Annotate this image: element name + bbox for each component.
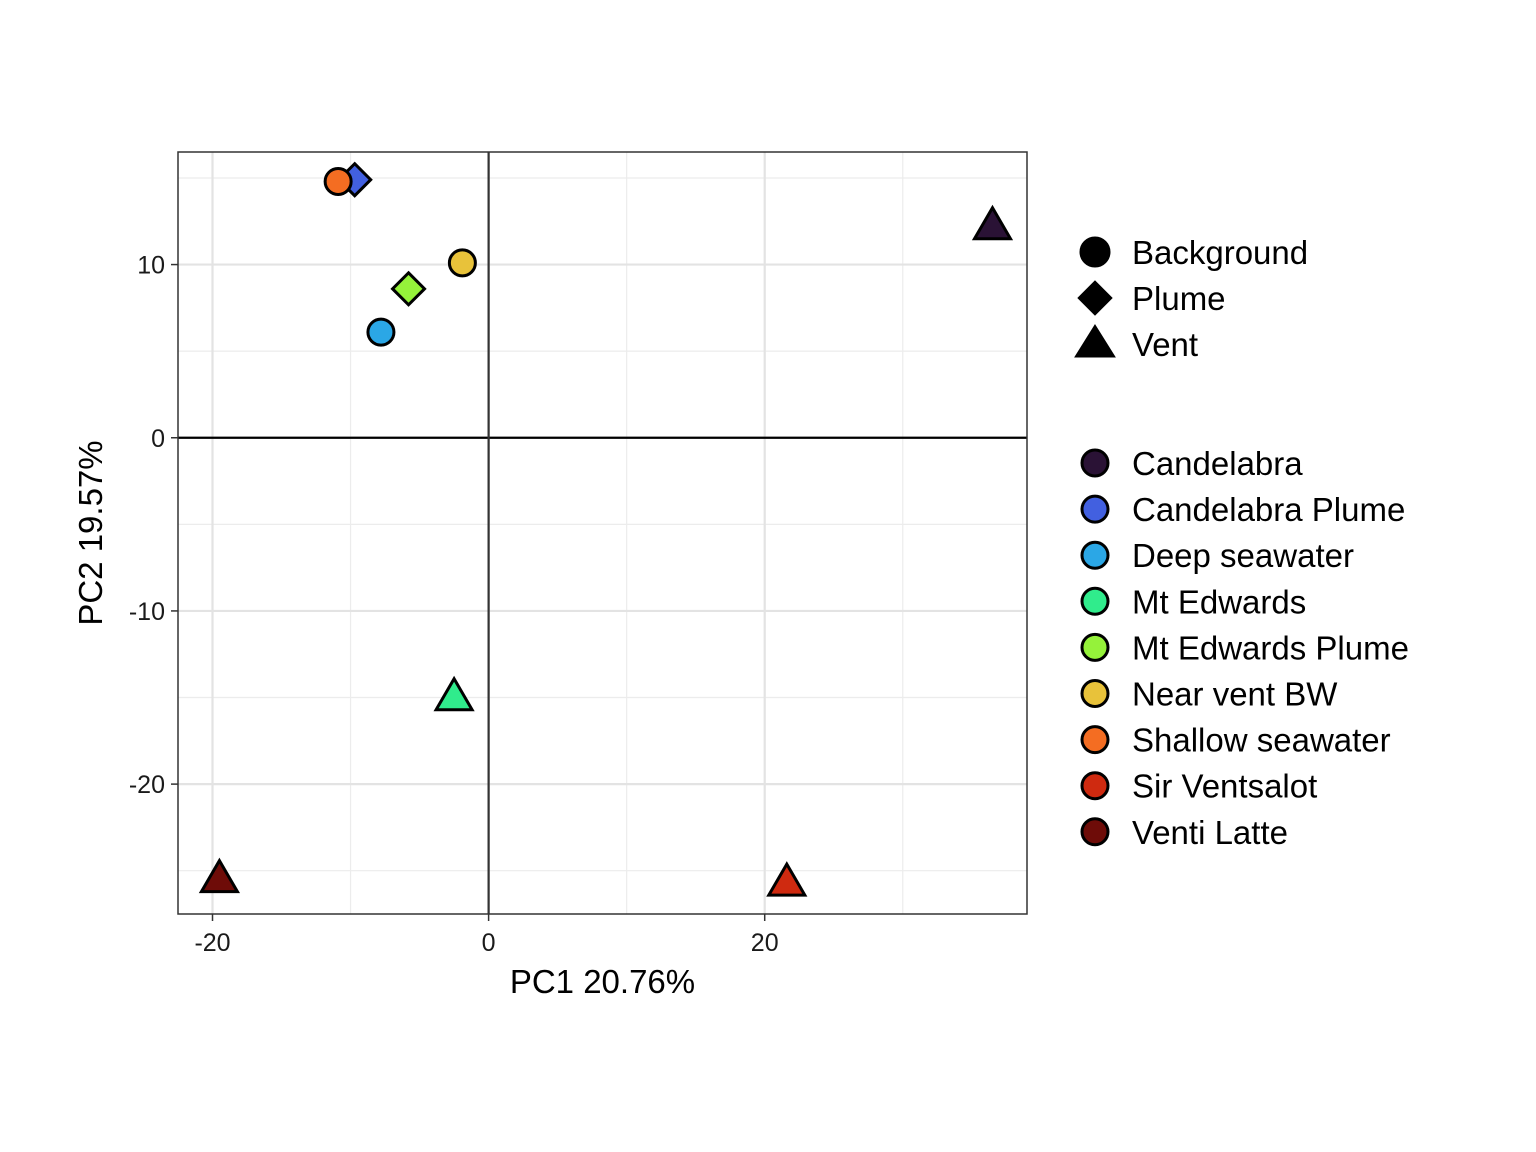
legend-label-background: Background	[1132, 234, 1308, 271]
point-venti-latte	[198, 857, 241, 894]
y-tick-label: 0	[151, 425, 165, 453]
legend-key-shallow-seawater	[1080, 725, 1110, 755]
data-points	[198, 161, 1014, 897]
x-tick-label: 20	[751, 929, 779, 957]
point-sir-ventsalot	[766, 861, 808, 897]
legend-label-shallow-seawater: Shallow seawater	[1132, 722, 1391, 759]
point-candelabra	[971, 204, 1014, 241]
plot-panel-border	[177, 151, 1028, 915]
x-tick-label: 0	[482, 929, 496, 957]
legend-label-venti-latte: Venti Latte	[1132, 814, 1288, 851]
point-mt-edwards-plume	[390, 270, 427, 307]
legend-label-near-vent-bw: Near vent BW	[1132, 676, 1338, 713]
y-tick-label: -20	[129, 771, 165, 799]
legend-label-plume: Plume	[1132, 280, 1226, 317]
legend-label-candelabra: Candelabra	[1132, 445, 1303, 482]
legend-label-vent: Vent	[1132, 326, 1198, 363]
y-tick-label: 10	[137, 252, 165, 280]
legend-key-vent	[1074, 324, 1116, 358]
x-axis-title: PC1 20.76%	[510, 963, 695, 1000]
legend-key-mt-edwards-plume	[1080, 632, 1110, 662]
point-deep-seawater	[366, 317, 396, 347]
major-gridlines	[178, 152, 1027, 914]
color-legend: Candelabra Candelabra Plume Deep seawater M…	[1080, 445, 1409, 851]
legend-label-candelabra-plume: Candelabra Plume	[1132, 491, 1405, 528]
point-shallow-seawater	[323, 166, 353, 196]
y-tick-label: -10	[129, 598, 165, 626]
y-axis-title: PC2 19.57%	[72, 440, 109, 625]
x-tick-label: -20	[194, 929, 230, 957]
legend-key-background	[1079, 236, 1111, 268]
point-near-vent-bw	[447, 248, 477, 278]
legend-key-deep-seawater	[1080, 540, 1110, 570]
legend-key-sir-ventsalot	[1080, 771, 1110, 801]
legend-key-candelabra-plume	[1080, 494, 1110, 524]
legend-label-deep-seawater: Deep seawater	[1132, 537, 1354, 574]
zero-reference-lines	[178, 152, 1027, 914]
legend-label-sir-ventsalot: Sir Ventsalot	[1132, 768, 1317, 805]
legend-key-plume	[1077, 280, 1113, 316]
legend-label-mt-edwards-plume: Mt Edwards Plume	[1132, 629, 1409, 666]
legend-key-venti-latte	[1080, 817, 1110, 847]
point-mt-edwards	[433, 675, 475, 712]
minor-gridlines	[178, 152, 1027, 914]
legend-label-mt-edwards: Mt Edwards	[1132, 583, 1306, 620]
shape-legend: Background Plume Vent	[1074, 234, 1308, 363]
legend-key-mt-edwards	[1080, 586, 1110, 616]
x-axis-ticks: -20 0 20	[194, 914, 779, 957]
legend-key-candelabra	[1080, 448, 1110, 478]
legend-key-near-vent-bw	[1080, 679, 1110, 708]
y-axis-ticks: -20 -10 0 10	[129, 252, 178, 799]
